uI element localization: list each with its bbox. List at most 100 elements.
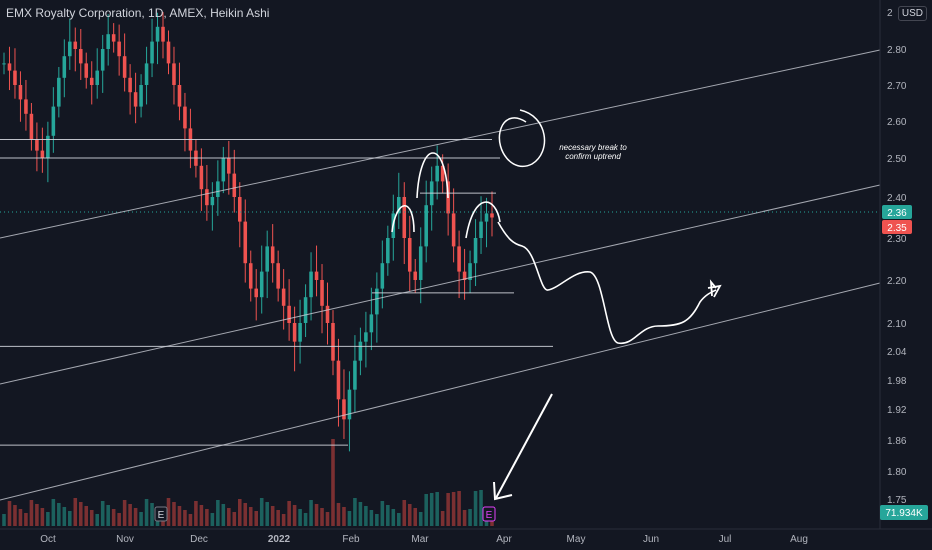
projected-path <box>497 221 717 344</box>
volume-bar <box>221 504 226 526</box>
price-badge <box>882 220 912 234</box>
channel-line <box>0 282 881 501</box>
candle-body <box>358 341 363 361</box>
candle-body <box>473 238 478 264</box>
candle-body <box>298 323 302 342</box>
candle-body <box>303 297 308 323</box>
candle-body <box>237 197 242 222</box>
volume-bar <box>205 509 209 526</box>
volume-bar <box>281 514 286 526</box>
candle-body <box>380 263 385 289</box>
volume-bar <box>2 514 6 526</box>
volume-bar <box>24 513 28 526</box>
candle-body <box>336 360 341 400</box>
earnings-marker <box>482 506 496 522</box>
volume-bar <box>353 498 357 526</box>
volume-bar <box>292 505 297 526</box>
volume-bar <box>150 503 154 526</box>
earnings-marker-label: E <box>486 510 493 521</box>
volume-bar <box>237 499 242 526</box>
volume-bar <box>95 514 99 526</box>
price-tick-label: 1.86 <box>887 436 907 447</box>
volume-bar <box>375 514 379 526</box>
volume-bar <box>369 510 374 526</box>
candle-body <box>111 34 116 42</box>
candle-body <box>407 238 412 272</box>
candle-body <box>35 139 39 151</box>
time-axis-labels: Oct Nov Dec 2022 Feb Mar Apr May Jun Jul Aug <box>40 534 808 545</box>
candle-body <box>166 41 171 64</box>
currency-label[interactable]: USD <box>897 6 927 21</box>
price-badge <box>882 205 912 219</box>
volume-bar <box>259 498 264 526</box>
volume-bar <box>325 512 330 526</box>
time-tick-label: Dec <box>190 534 208 545</box>
volume-bar <box>358 502 363 526</box>
volume-bar <box>479 490 483 526</box>
volume-bar <box>232 512 237 526</box>
price-axis[interactable] <box>880 0 932 529</box>
candle-body <box>117 41 121 57</box>
candle-body <box>243 221 248 264</box>
volume-bar <box>380 501 385 526</box>
volume-bar <box>62 507 67 526</box>
candle-body <box>490 213 494 218</box>
volume-bar <box>40 508 45 526</box>
candle-body <box>95 70 99 85</box>
candle-body <box>227 158 231 174</box>
time-tick-label: Feb <box>342 534 360 545</box>
time-axis[interactable] <box>0 529 932 550</box>
candle-body <box>413 271 418 280</box>
candle-body <box>232 173 237 197</box>
volume-bar <box>68 511 72 526</box>
volume-bar <box>429 493 434 526</box>
candle-body <box>199 165 204 190</box>
volume-bar <box>287 501 291 526</box>
volume-bar <box>111 509 116 526</box>
pointer-arrow <box>495 393 553 499</box>
circle-annotation <box>498 109 546 167</box>
arc-head <box>416 152 449 199</box>
volume-bar <box>402 500 407 526</box>
volume-bar <box>13 505 17 526</box>
volume-bar <box>84 506 89 526</box>
candle-body <box>402 197 407 238</box>
volume-bar <box>78 502 83 526</box>
volume-bar <box>413 508 418 526</box>
candle-body <box>51 106 56 136</box>
candle-body <box>221 158 226 182</box>
price-tick-label: 1.98 <box>887 376 907 387</box>
price-tick-label: 1.92 <box>887 405 907 416</box>
candle-body <box>331 323 335 361</box>
price-tick-label: 2.20 <box>887 276 907 287</box>
price-tick-label: 2.60 <box>887 117 907 128</box>
price-tick-label: 2.40 <box>887 193 907 204</box>
candle-body <box>210 197 215 206</box>
candle-body <box>89 77 94 85</box>
channel-line <box>0 184 881 385</box>
annotation-note: necessary break to confirm uptrend <box>551 143 635 161</box>
candle-body <box>325 305 330 323</box>
volume-bar <box>298 509 302 526</box>
time-tick-label: Nov <box>116 534 134 545</box>
volume-bar <box>407 504 412 526</box>
candle-body <box>292 323 297 342</box>
candle-body <box>68 41 72 57</box>
arc-left <box>391 204 415 233</box>
candle-body <box>281 288 286 306</box>
candle-body <box>347 389 352 420</box>
volume-bar <box>418 512 423 526</box>
volume-bar <box>177 506 182 526</box>
candle-body <box>155 26 160 42</box>
candle-body <box>122 56 127 78</box>
candle-body <box>133 92 138 107</box>
price-tick-label: 2.50 <box>887 154 907 165</box>
price-axis-labels: 2 2.80 2.70 2.60 2.50 2.40 2.30 2.20 2.10 2.04 1.9… <box>887 8 907 506</box>
volume-bar <box>210 513 215 526</box>
time-tick-label: Jul <box>719 534 732 545</box>
candle-body <box>462 271 467 280</box>
volume-bar <box>73 498 78 526</box>
volume-bar <box>128 504 132 526</box>
volume-bar <box>320 508 324 526</box>
